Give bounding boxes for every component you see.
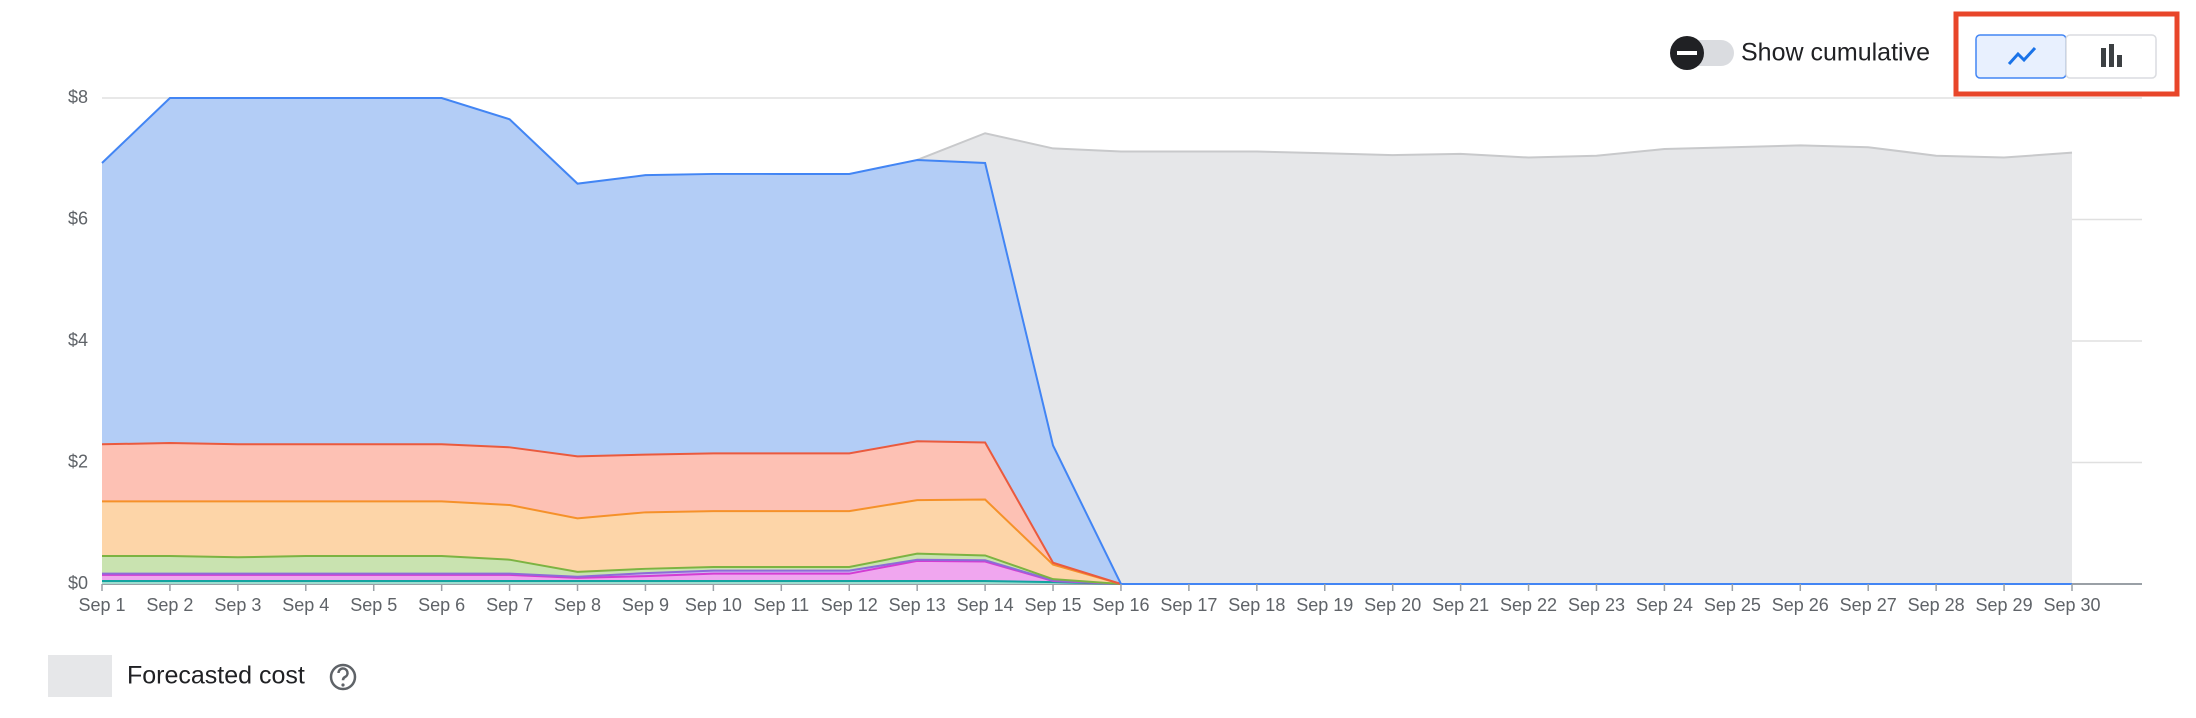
stack-area bbox=[102, 98, 2072, 584]
x-tick-label: Sep 3 bbox=[214, 595, 261, 615]
x-tick-label: Sep 12 bbox=[821, 595, 878, 615]
x-tick-label: Sep 28 bbox=[1908, 595, 1965, 615]
y-tick-label: $4 bbox=[68, 330, 88, 350]
legend-swatch bbox=[48, 655, 112, 697]
x-tick-label: Sep 18 bbox=[1228, 595, 1285, 615]
x-tick-label: Sep 10 bbox=[685, 595, 742, 615]
x-tick-label: Sep 27 bbox=[1840, 595, 1897, 615]
x-tick-label: Sep 19 bbox=[1296, 595, 1353, 615]
legend-label: Forecasted cost bbox=[127, 662, 305, 690]
x-tick-label: Sep 7 bbox=[486, 595, 533, 615]
help-glyph bbox=[337, 667, 349, 681]
x-tick-label: Sep 13 bbox=[889, 595, 946, 615]
x-tick-label: Sep 6 bbox=[418, 595, 465, 615]
plot bbox=[101, 97, 2142, 585]
x-tick-label: Sep 20 bbox=[1364, 595, 1421, 615]
x-tick-label: Sep 24 bbox=[1636, 595, 1693, 615]
y-tick-label: $8 bbox=[68, 87, 88, 107]
x-tick-label: Sep 8 bbox=[554, 595, 601, 615]
x-tick-label: Sep 9 bbox=[622, 595, 669, 615]
x-tick-label: Sep 14 bbox=[957, 595, 1014, 615]
x-tick-label: Sep 1 bbox=[78, 595, 125, 615]
line-view-button[interactable] bbox=[1975, 34, 2067, 79]
x-tick-label: Sep 2 bbox=[146, 595, 193, 615]
stack-area bbox=[102, 499, 2072, 584]
x-tick-label: Sep 30 bbox=[2043, 595, 2100, 615]
x-tick-label: Sep 22 bbox=[1500, 595, 1557, 615]
x-tick-label: Sep 23 bbox=[1568, 595, 1625, 615]
forecast-area bbox=[917, 133, 2073, 585]
help-icon[interactable] bbox=[329, 663, 357, 691]
highlight-box bbox=[1953, 11, 2180, 97]
cumulative-toggle[interactable] bbox=[1670, 36, 1734, 70]
toggle-icon bbox=[1677, 51, 1697, 55]
x-tick-label: Sep 15 bbox=[1025, 595, 1082, 615]
line-icon bbox=[2007, 46, 2037, 66]
y-tick-label: $2 bbox=[68, 451, 88, 471]
forecast-line bbox=[916, 132, 2073, 161]
bar-icon bbox=[2109, 44, 2114, 67]
x-tick-label: Sep 26 bbox=[1772, 595, 1829, 615]
stack-line bbox=[101, 97, 2072, 585]
help-dot bbox=[341, 683, 345, 687]
x-tick-label: Sep 21 bbox=[1432, 595, 1489, 615]
cumulative-label: Show cumulative bbox=[1741, 39, 1930, 67]
x-tick-label: Sep 17 bbox=[1160, 595, 1217, 615]
x-tick-label: Sep 25 bbox=[1704, 595, 1761, 615]
y-tick-label: $6 bbox=[68, 208, 88, 228]
x-tick-label: Sep 4 bbox=[282, 595, 329, 615]
x-tick-label: Sep 29 bbox=[1976, 595, 2033, 615]
stack-area bbox=[102, 441, 2072, 584]
x-tick-label: Sep 11 bbox=[753, 595, 809, 615]
bar-view-button[interactable] bbox=[2065, 34, 2157, 79]
x-tick-label: Sep 5 bbox=[350, 595, 397, 615]
y-tick-label: $0 bbox=[68, 573, 88, 593]
bar-icon bbox=[2117, 55, 2122, 67]
x-tick-label: Sep 16 bbox=[1092, 595, 1149, 615]
help-circle bbox=[329, 663, 357, 691]
bar-icon bbox=[2101, 48, 2106, 67]
